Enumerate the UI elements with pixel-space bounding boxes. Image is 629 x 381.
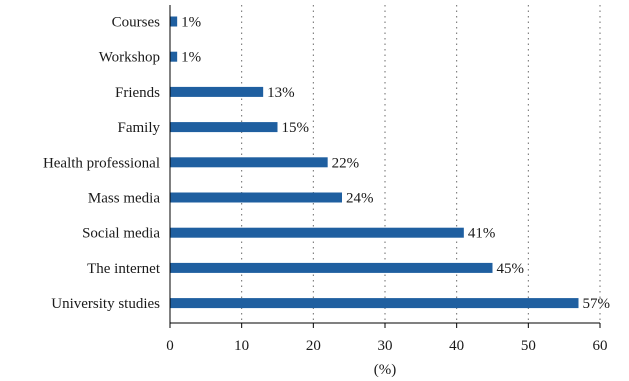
x-tick-label: 50: [521, 338, 536, 354]
data-label: 22%: [332, 155, 360, 171]
x-tick-label: 20: [306, 338, 321, 354]
category-label: Courses: [112, 15, 160, 31]
data-label: 1%: [181, 50, 201, 66]
data-label: 45%: [497, 261, 525, 277]
bar: [170, 157, 328, 168]
category-label: Mass media: [88, 191, 160, 207]
x-tick-label: 60: [593, 338, 608, 354]
x-tick-label: 40: [449, 338, 464, 354]
data-label: 13%: [267, 85, 295, 101]
category-label: Friends: [115, 85, 160, 101]
data-label: 57%: [583, 296, 611, 312]
data-label: 1%: [181, 15, 201, 31]
category-label: Workshop: [99, 50, 160, 66]
category-label: Family: [117, 120, 160, 136]
bar: [170, 86, 264, 97]
category-labels: Courses Workshop Friends Family Health profe…: [43, 15, 161, 313]
x-tick-labels: 0 10 20 30 40 50 60: [166, 338, 607, 354]
bar: [170, 16, 178, 27]
bar: [170, 51, 178, 62]
x-tick-label: 10: [234, 338, 249, 354]
axes: [169, 5, 601, 328]
bar: [170, 298, 579, 309]
category-label: The internet: [87, 261, 161, 277]
bar: [170, 262, 493, 273]
x-axis-title: (%): [374, 362, 397, 378]
bars: [170, 16, 579, 309]
bar: [170, 227, 464, 238]
bar: [170, 192, 342, 203]
x-tick-label: 0: [166, 338, 174, 354]
data-labels: 1% 1% 13% 15% 22% 24% 41% 45% 57%: [181, 15, 610, 313]
data-label: 24%: [346, 191, 374, 207]
category-label: Health professional: [43, 155, 160, 171]
bar: [170, 122, 278, 133]
data-label: 15%: [282, 120, 310, 136]
x-tick-label: 30: [378, 338, 393, 354]
category-label: Social media: [82, 226, 160, 242]
category-label: University studies: [51, 296, 160, 312]
data-label: 41%: [468, 226, 496, 242]
